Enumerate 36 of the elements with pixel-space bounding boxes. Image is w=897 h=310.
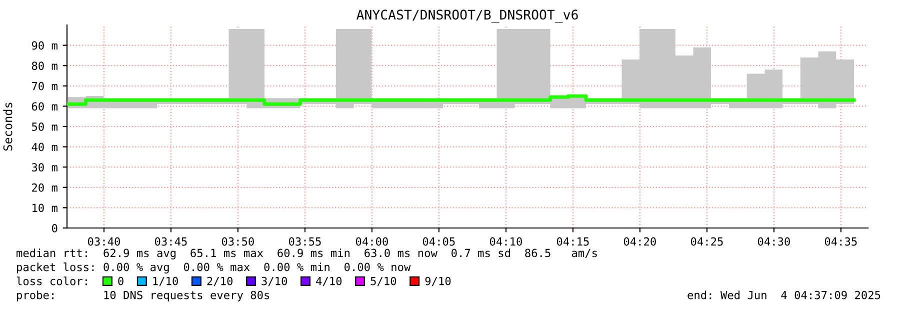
x-tick-label: 04:05 <box>422 237 455 246</box>
y-tick-label: 60 m <box>32 102 58 111</box>
legend-title: loss color: <box>16 276 87 286</box>
y-tick-label: 30 m <box>32 163 58 172</box>
y-axis-title: Seconds <box>3 102 12 151</box>
x-tick-label: 03:55 <box>288 237 321 246</box>
y-tick-label: 20 m <box>32 183 58 192</box>
legend-label: 4/10 <box>316 276 342 286</box>
x-tick-label: 03:50 <box>222 237 254 246</box>
text: end: Wed Jun 4 04:37:09 2025 <box>688 290 880 300</box>
chart-title: ANYCAST/DNSROOT/B_DNSROOT_v6 <box>356 10 578 23</box>
legend-label: 1/10 <box>153 276 178 286</box>
y-tick-label: 90 m <box>32 41 58 50</box>
text: median rtt: 62.9 ms avg 65.1 ms max 60.9 ms min 63.0 ms now 0.7 ms sd 86.5 am/s <box>16 248 597 260</box>
x-tick-label: 04:35 <box>824 237 857 246</box>
text: probe: 10 DNS requests every 80s <box>17 290 270 302</box>
x-tick-label: 04:00 <box>356 237 388 246</box>
x-tick-label: 04:15 <box>556 237 589 246</box>
text: packet loss: 0.00 % avg 0.00 % max 0.00 % min 0.00 % now <box>17 262 411 274</box>
legend-label: 3/10 <box>262 276 288 286</box>
legend-label: 9/10 <box>425 276 451 286</box>
y-tick-label: 0 <box>52 224 58 232</box>
x-tick-label: 03:40 <box>88 237 120 246</box>
y-tick-label: 70 m <box>32 82 58 90</box>
legend-label: 0 <box>118 276 124 286</box>
legend-label: 2/10 <box>207 276 232 286</box>
x-tick-label: 04:10 <box>490 237 522 246</box>
x-tick-label: 04:20 <box>624 237 656 246</box>
y-tick-label: 40 m <box>32 142 58 152</box>
x-tick-label: 04:25 <box>690 237 723 246</box>
x-tick-label: 03:45 <box>154 237 187 246</box>
y-tick-label: 10 m <box>32 204 58 212</box>
legend-label: 5/10 <box>370 276 396 286</box>
x-tick-label: 04:30 <box>758 237 790 246</box>
y-tick-label: 50 m <box>32 122 58 131</box>
y-tick-label: 80 m <box>32 62 58 70</box>
